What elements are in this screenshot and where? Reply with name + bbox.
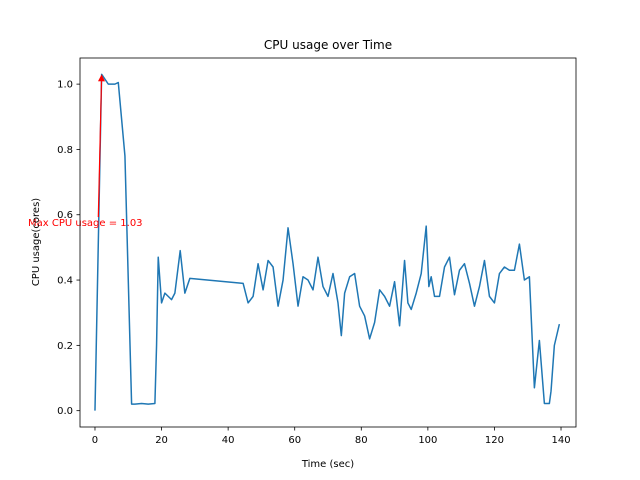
y-tick-label: 0.0 bbox=[57, 406, 73, 417]
x-axis-label: Time (sec) bbox=[301, 459, 354, 470]
x-tick-label: 100 bbox=[418, 435, 437, 446]
y-axis-label: CPU usage(cores) bbox=[31, 198, 42, 286]
x-tick-label: 140 bbox=[551, 435, 570, 446]
y-axis-ticks: 0.0 0.2 0.4 0.6 0.8 1.0 bbox=[57, 80, 80, 417]
annotation-arrowhead bbox=[97, 74, 105, 82]
x-tick-label: 80 bbox=[355, 435, 368, 446]
x-tick-label: 20 bbox=[155, 435, 168, 446]
plot-frame bbox=[79, 57, 577, 428]
x-tick-label: 40 bbox=[222, 435, 235, 446]
annotation-layer: Max CPU usage = 1.03 bbox=[28, 74, 143, 229]
y-tick-label: 0.8 bbox=[57, 145, 73, 156]
series-line-cpu-usage bbox=[94, 73, 561, 411]
y-tick-label: 0.6 bbox=[57, 210, 73, 221]
chart-title: CPU usage over Time bbox=[264, 38, 392, 52]
x-axis-ticks: 0 20 40 60 80 100 120 140 bbox=[92, 427, 571, 446]
annotation-arrow bbox=[97, 81, 103, 218]
y-tick-label: 1.0 bbox=[57, 80, 73, 91]
x-tick-label: 120 bbox=[485, 435, 504, 446]
x-tick-label: 0 bbox=[92, 435, 98, 446]
y-tick-label: 0.4 bbox=[57, 276, 73, 287]
y-tick-label: 0.2 bbox=[57, 341, 73, 352]
annotation-text: Max CPU usage = 1.03 bbox=[28, 218, 143, 229]
x-tick-label: 60 bbox=[288, 435, 301, 446]
plot-line-layer bbox=[94, 73, 561, 411]
